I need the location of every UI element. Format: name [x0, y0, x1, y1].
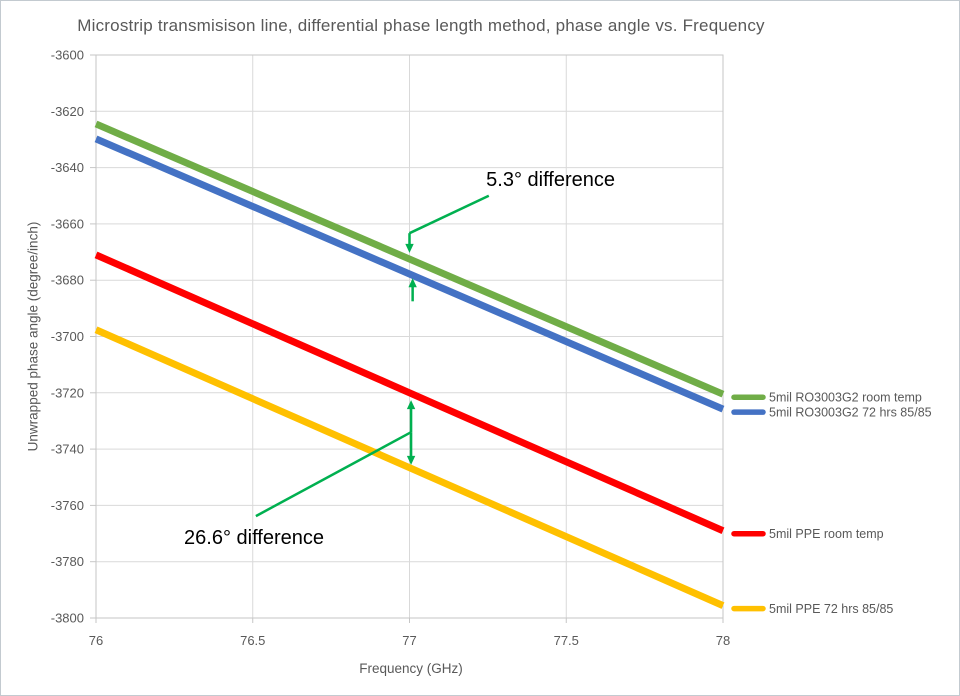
annotation-arrow-head [406, 455, 416, 465]
annotation-leader [255, 431, 412, 518]
y-tick-label: -3740 [51, 442, 84, 457]
legend-label: 5mil PPE room temp [769, 527, 884, 541]
x-tick-label: 77 [402, 633, 416, 648]
y-tick-label: -3780 [51, 554, 84, 569]
annotation-label: 26.6° difference [184, 527, 324, 549]
annotation-leader [408, 194, 490, 235]
annotation-arrow-head [408, 278, 417, 288]
y-tick-label: -3640 [51, 160, 84, 175]
annotation-label: 5.3° difference [486, 169, 615, 191]
y-tick-label: -3660 [51, 216, 84, 231]
y-tick-label: -3620 [51, 104, 84, 119]
x-tick-label: 77.5 [554, 633, 579, 648]
y-tick-label: -3680 [51, 273, 84, 288]
x-tick-label: 78 [716, 633, 730, 648]
y-axis-title: Unwrapped phase angle (degree/inch) [25, 221, 41, 452]
y-tick-label: -3600 [51, 48, 84, 63]
x-tick-label: 76.5 [240, 633, 265, 648]
y-tick-label: -3800 [51, 611, 84, 626]
legend-label: 5mil RO3003G2 room temp [769, 391, 922, 405]
y-tick-label: -3700 [51, 329, 84, 344]
annotation-arrow-head [406, 400, 416, 410]
chart-title: Microstrip transmisison line, differenti… [77, 16, 765, 35]
series-line [94, 135, 725, 413]
y-tick-label: -3720 [51, 385, 84, 400]
annotation-arrow-head [405, 243, 414, 253]
y-tick-label: -3760 [51, 498, 84, 513]
series-line [94, 120, 725, 398]
series-line [94, 251, 725, 534]
legend-label: 5mil RO3003G2 72 hrs 85/85 [769, 406, 932, 420]
x-tick-label: 76 [89, 633, 103, 648]
x-axis-title: Frequency (GHz) [359, 661, 463, 676]
legend-label: 5mil PPE 72 hrs 85/85 [769, 602, 893, 616]
series-line [94, 326, 725, 609]
